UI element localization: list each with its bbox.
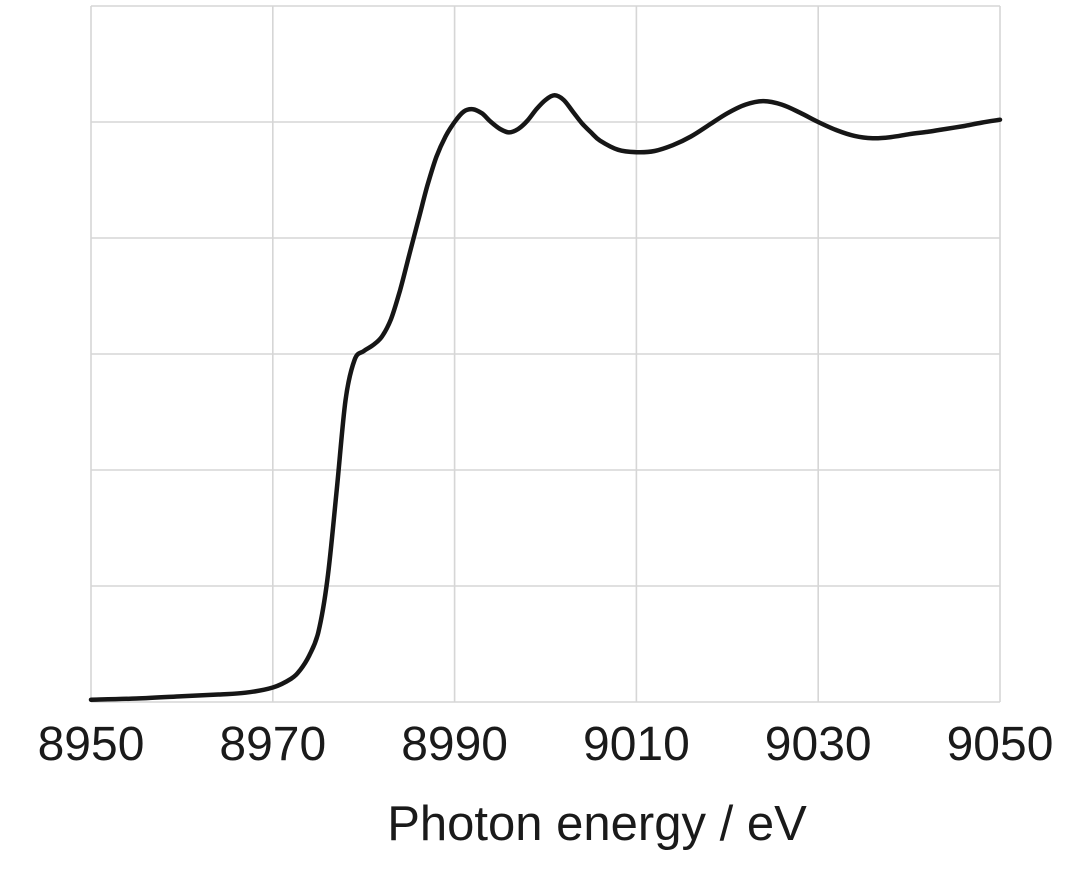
x-tick-label: 8990 [401, 718, 508, 771]
x-axis-tick-labels: 8950 8970 8990 9010 9030 9050 [38, 718, 1054, 771]
x-axis-title: Photon energy / eV [387, 797, 807, 851]
x-tick-label: 8950 [38, 718, 145, 771]
x-tick-label: 8970 [219, 718, 326, 771]
x-tick-label: 9050 [947, 718, 1054, 771]
x-tick-label: 9030 [765, 718, 872, 771]
gridlines [90, 5, 1001, 703]
x-tick-label: 9010 [583, 718, 690, 771]
spectrum-line-layer [88, 93, 1003, 702]
spectrum-curve [88, 93, 1003, 702]
